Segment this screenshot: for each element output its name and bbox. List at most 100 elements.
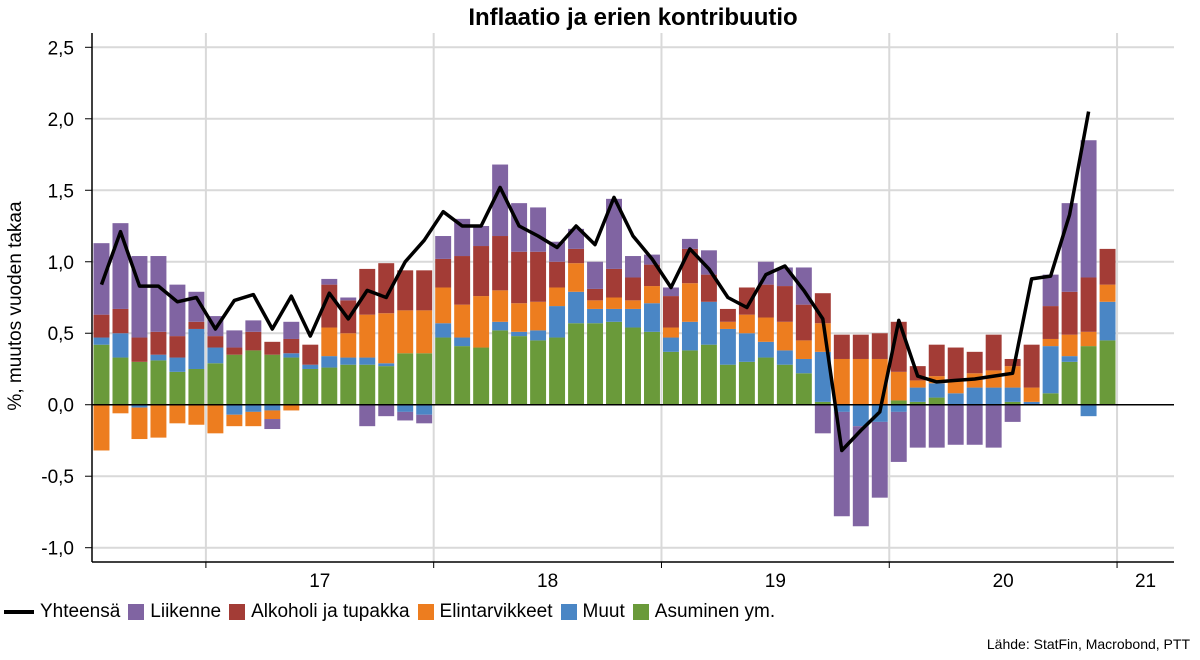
bar-segment — [966, 351, 983, 374]
legend-item-asuminen: Asuminen ym. — [632, 601, 776, 623]
bar-segment — [928, 383, 945, 398]
bar-segment — [947, 378, 964, 394]
y-tick-label: 2,0 — [48, 110, 74, 131]
bar-segment — [93, 404, 110, 451]
y-tick-label: 1,0 — [48, 253, 74, 274]
y-tick-label: 1,5 — [48, 181, 74, 202]
bar-segment — [1042, 393, 1059, 405]
bar-segment — [681, 238, 698, 249]
bar-segment — [606, 198, 622, 269]
y-tick-label: -1,0 — [41, 539, 74, 560]
bar-segment — [435, 287, 452, 324]
bar-segment — [169, 336, 186, 358]
bar-segment — [568, 291, 585, 324]
bar-segment — [738, 287, 755, 315]
bar-segment — [1023, 401, 1040, 405]
bar-segment — [530, 301, 547, 331]
bar-segment — [93, 243, 110, 315]
bar-segment — [814, 351, 831, 402]
bar-segment — [131, 361, 148, 405]
bar-segment — [928, 404, 945, 448]
bar-segment — [435, 337, 452, 405]
bar-segment — [359, 314, 376, 358]
bar-segment — [1042, 306, 1059, 339]
legend-swatch — [632, 604, 649, 620]
bar-segment — [207, 347, 224, 364]
bar-segment — [93, 344, 110, 405]
bar-segment — [511, 331, 528, 337]
bar-segment — [795, 373, 812, 405]
bar-segment — [1099, 301, 1116, 341]
bar-segment — [1023, 344, 1040, 388]
legend: Yhteensä Liikenne Alkoholi ja tupakka El… — [4, 601, 783, 623]
y-tick-label: 2,5 — [48, 38, 74, 59]
bar-segment — [207, 336, 224, 348]
bar-segment — [302, 368, 319, 405]
inflation-contribution-chart: 17 18 19 20 21 2,5 2,0 1,5 1,0 0,5 0,0 -0,5 -1,0 — [41, 33, 1174, 592]
bar-segment — [150, 256, 167, 332]
bar-segment — [966, 387, 983, 405]
bar-segment — [169, 404, 186, 424]
bar-segment — [435, 236, 452, 259]
bar-segment — [890, 400, 907, 405]
chart-title: Inflaatio ja erien kontribuutio — [468, 4, 798, 31]
bar-segment — [719, 321, 736, 329]
bar-segment — [207, 363, 224, 405]
bar-segment — [625, 256, 641, 278]
bar-segment — [549, 306, 566, 338]
bar-segment — [302, 344, 319, 365]
bar-segment — [378, 363, 395, 367]
legend-line-swatch — [4, 610, 34, 614]
bar-segment — [662, 296, 679, 328]
bar-segment — [644, 303, 660, 332]
legend-label: Asuminen ym. — [654, 601, 776, 622]
bar-segment — [909, 404, 926, 448]
bar-segment — [378, 263, 395, 314]
bar-segment — [492, 321, 509, 331]
bar-segment — [321, 278, 338, 285]
bar-segment — [719, 328, 736, 365]
bar-segment — [700, 250, 717, 275]
bar-segment — [909, 401, 926, 405]
legend-item-yhteensa: Yhteensä — [4, 601, 120, 623]
bar-segment — [397, 270, 414, 311]
bar-segment — [1080, 331, 1097, 347]
bar-segment — [833, 404, 850, 412]
bar-segment — [397, 411, 414, 421]
bar-segment — [833, 334, 850, 359]
bar-segment — [359, 357, 376, 365]
bar-segment — [1042, 338, 1059, 347]
legend-item-elintarvikkeet: Elintarvikkeet — [417, 601, 553, 623]
bar-segment — [416, 310, 433, 354]
bar-segment — [700, 274, 717, 302]
bar-segment — [814, 401, 831, 405]
bar-segment — [245, 331, 262, 351]
bar-segment — [492, 290, 509, 322]
bar-segment — [852, 358, 869, 405]
bar-segment — [1080, 346, 1097, 405]
bar-segment — [131, 337, 148, 362]
bar-segment — [530, 330, 547, 341]
bar-segment — [188, 368, 205, 405]
bar-segment — [340, 364, 357, 405]
bar-segment — [492, 236, 509, 291]
bar-segment — [549, 261, 566, 288]
bar-segment — [719, 364, 736, 405]
y-tick-label: -0,5 — [41, 467, 74, 488]
bar-segment — [188, 404, 205, 425]
x-tick-label: 17 — [309, 571, 330, 592]
bar-segment — [644, 286, 660, 304]
bar-segment — [1061, 356, 1078, 362]
bar-segment — [625, 277, 641, 301]
y-tick-label: 0,0 — [48, 396, 74, 417]
legend-swatch — [128, 604, 145, 620]
x-tick-label: 19 — [765, 571, 786, 592]
bar-segment — [776, 364, 793, 405]
bar-segment — [1004, 404, 1021, 422]
bar-segment — [112, 404, 129, 414]
bar-segment — [416, 270, 433, 311]
bar-segment — [719, 308, 736, 322]
bar-segment — [795, 358, 812, 374]
bar-segment — [378, 313, 395, 364]
bar-segment — [909, 380, 926, 388]
